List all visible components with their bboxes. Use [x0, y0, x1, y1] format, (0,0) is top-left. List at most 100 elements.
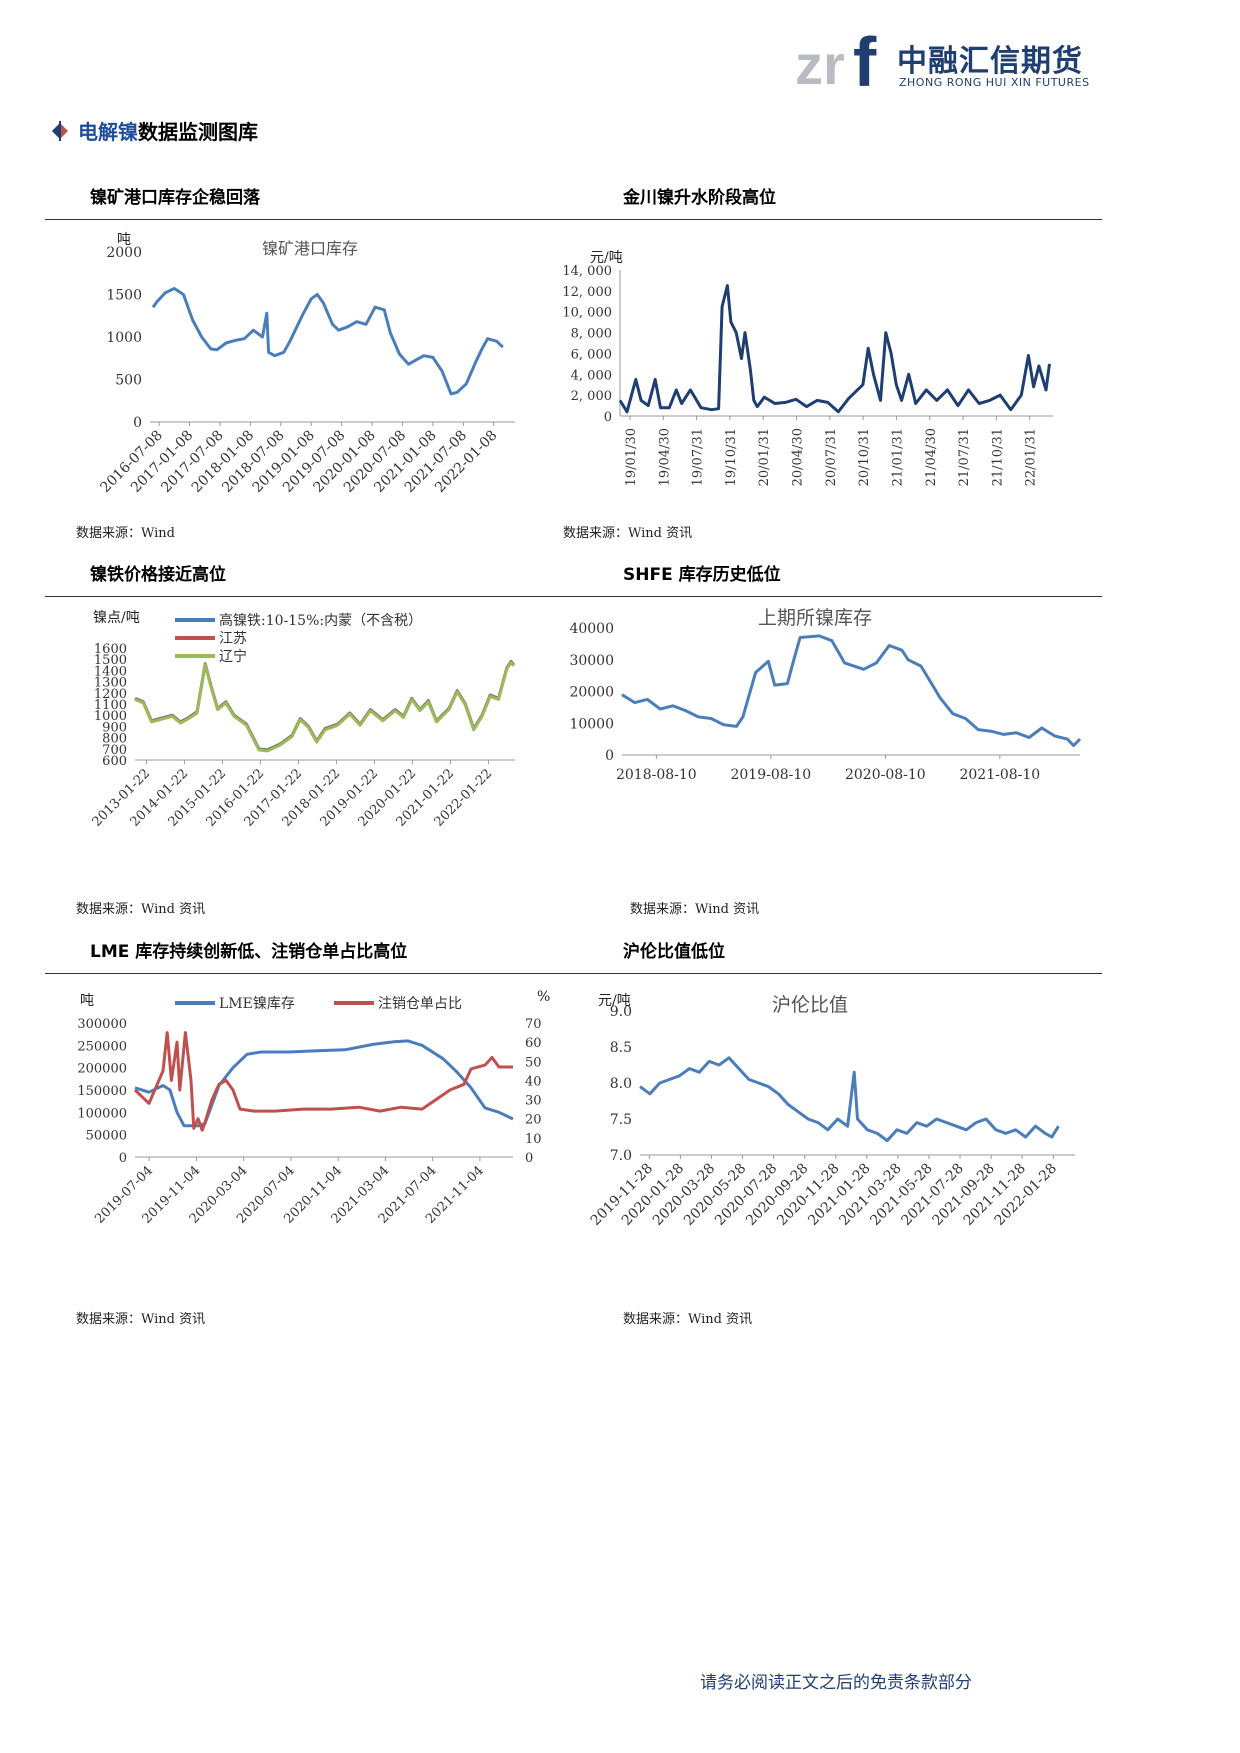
y-tick-label: 200000: [77, 1062, 127, 1077]
x-tick-label: 21/01/31: [890, 428, 905, 486]
panel-title: SHFE 库存历史低位: [623, 565, 781, 585]
data-source: 数据来源：Wind 资讯: [76, 1312, 206, 1327]
divider: [45, 973, 1102, 974]
diamond-bullet-icon: [52, 120, 68, 141]
y2-tick-label: 60: [525, 1036, 542, 1051]
y-axis-label: 元/吨: [598, 993, 631, 1009]
x-tick-label: 2019-08-10: [730, 767, 811, 783]
legend-label: LME镍库存: [219, 996, 295, 1012]
y-tick-label: 30000: [569, 653, 614, 669]
series-line: [639, 1056, 1060, 1143]
y-axis-label: 吨: [117, 232, 131, 248]
y-tick-label: 1600: [94, 642, 127, 657]
panel-title: 镍铁价格接近高位: [90, 565, 226, 585]
x-tick-label: 21/04/30: [924, 428, 939, 486]
port-inventory-chart: 05001000150020002016-07-082017-01-082017…: [98, 232, 515, 496]
y-tick-label: 250000: [77, 1039, 127, 1054]
x-tick-label: 19/10/31: [724, 428, 739, 486]
divider: [45, 219, 1102, 220]
data-source: 数据来源：Wind 资讯: [623, 1312, 753, 1327]
y-tick-label: 1500: [106, 288, 142, 304]
y-tick-label: 6, 000: [571, 347, 612, 362]
y-tick-label: 0: [604, 410, 612, 425]
y-tick-label: 8.0: [610, 1076, 632, 1092]
data-source: 数据来源：Wind 资讯: [630, 902, 760, 917]
y-tick-label: 8.5: [610, 1040, 632, 1056]
legend-label: 辽宁: [219, 648, 247, 665]
series-line: [133, 1031, 513, 1132]
x-tick-label: 20/07/31: [824, 428, 839, 486]
y-tick-label: 1300: [94, 676, 127, 691]
x-tick-label: 19/04/30: [657, 428, 672, 486]
y-tick-label: 7.0: [610, 1148, 632, 1164]
x-tick-label: 21/07/31: [957, 428, 972, 486]
y-tick-label: 20000: [569, 685, 614, 701]
x-tick-label: 20/04/30: [791, 428, 806, 486]
y-tick-label: 150000: [77, 1084, 127, 1099]
y-tick-label: 900: [102, 720, 127, 735]
series-line: [621, 634, 1082, 747]
panel-title: 金川镍升水阶段高位: [623, 188, 776, 208]
data-source: 数据来源：Wind 资讯: [563, 526, 693, 541]
y-tick-label: 2, 000: [571, 389, 612, 404]
divider: [45, 596, 1102, 597]
y-axis-label: 吨: [80, 993, 94, 1009]
y-tick-label: 1400: [94, 664, 127, 679]
jinchuan-premium-chart: 0 2, 000 4, 000 6, 000 8, 000 10, 000 12, 000 1…: [562, 250, 1053, 486]
svg-text:zr: zr: [795, 33, 845, 94]
legend-label: 注销仓单占比: [378, 996, 462, 1012]
y2-tick-label: 70: [525, 1017, 542, 1032]
y2-tick-label: 50: [525, 1055, 542, 1070]
y-tick-label: 8, 000: [571, 327, 612, 342]
x-tick-label: 19/07/31: [691, 428, 706, 486]
y-tick-label: 1100: [94, 698, 127, 713]
chart-title: 沪伦比值: [772, 994, 848, 1016]
series-line: [134, 659, 515, 752]
y-tick-label: 50000: [86, 1129, 127, 1144]
y-tick-label: 500: [115, 373, 142, 389]
x-tick-label: 20/10/31: [857, 428, 872, 486]
series-line: [134, 660, 515, 752]
y-tick-label: 1000: [94, 709, 127, 724]
y-tick-label: 0: [119, 1151, 127, 1166]
y-tick-label: 1200: [94, 687, 127, 702]
x-tick-label: 2021-08-10: [959, 767, 1040, 783]
disclaimer-footer: 请务必阅读正文之后的免责条款部分: [700, 1673, 972, 1693]
legend-label: 江苏: [219, 631, 247, 647]
y2-tick-label: 40: [525, 1074, 542, 1089]
y-tick-label: 7.5: [610, 1112, 632, 1128]
panel-title: 镍矿港口库存企稳回落: [90, 188, 260, 208]
y-tick-label: 4, 000: [571, 368, 612, 383]
y-tick-label: 10000: [569, 716, 614, 732]
x-tick-label: 20/01/31: [757, 428, 772, 486]
panel-title: LME 库存持续创新低、注销仓单占比高位: [90, 942, 408, 962]
x-tick-label: 21/10/31: [990, 428, 1005, 486]
legend-label: 高镍铁:10-15%:内蒙（不含税）: [219, 612, 422, 629]
y2-tick-label: 30: [525, 1094, 542, 1109]
logo-chinese-name: 中融汇信期货: [897, 44, 1083, 79]
y-tick-label: 10, 000: [562, 306, 612, 321]
panel-title: 沪伦比值低位: [623, 942, 725, 962]
lme-inventory-chart: 0 50000 100000 150000 200000 250000 300000 0 10 2…: [77, 989, 550, 1227]
chart-title: 镍矿港口库存: [262, 239, 358, 258]
data-source: 数据来源：Wind 资讯: [76, 902, 206, 917]
section-title-rest: 数据监测图库: [138, 120, 258, 144]
data-source: 数据来源：Wind: [76, 526, 175, 541]
y-tick-label: 40000: [569, 621, 614, 637]
y-tick-label: 14, 000: [562, 264, 612, 279]
x-tick-label: 2020-08-10: [845, 767, 926, 783]
series-line: [151, 287, 504, 396]
y-tick-label: 600: [102, 754, 127, 769]
y-tick-label: 700: [102, 743, 127, 758]
section-title-highlight: 电解镍: [78, 120, 138, 144]
y-tick-label: 1500: [94, 653, 127, 668]
section-title: 电解镍 数据监测图库: [50, 116, 258, 145]
nickel-pig-iron-price-chart: 6007008009001000110012001300140015001600…: [90, 610, 515, 830]
y-tick-label: 1000: [106, 330, 142, 346]
y-axis-label: 元/吨: [590, 250, 623, 266]
y2-tick-label: 10: [525, 1132, 542, 1147]
y-axis-label: 镍点/吨: [93, 610, 140, 626]
chart-title: 上期所镍库存: [758, 607, 872, 629]
y-tick-label: 9.0: [610, 1004, 632, 1020]
shfe-lme-ratio-chart: 7.07.58.08.59.02019-11-282020-01-282020-…: [588, 993, 1075, 1229]
